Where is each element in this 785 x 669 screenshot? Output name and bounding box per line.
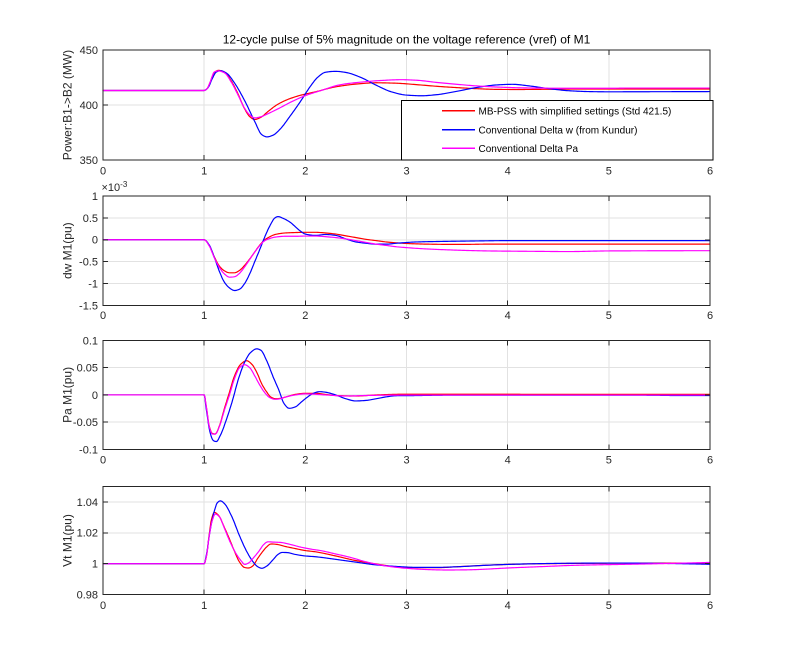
svg-text:450: 450 — [80, 45, 98, 57]
svg-text:4: 4 — [505, 165, 511, 177]
svg-text:0: 0 — [100, 310, 106, 322]
svg-text:4: 4 — [505, 455, 511, 467]
svg-text:12-cycle pulse of 5% magnitude: 12-cycle pulse of 5% magnitude on the vo… — [223, 33, 591, 47]
svg-text:2: 2 — [302, 600, 308, 612]
svg-text:3: 3 — [403, 600, 409, 612]
svg-text:2: 2 — [302, 455, 308, 467]
svg-text:1: 1 — [201, 455, 207, 467]
svg-text:Conventional Delta w (from Kun: Conventional Delta w (from Kundur) — [479, 125, 638, 136]
svg-text:5: 5 — [606, 455, 612, 467]
svg-text:3: 3 — [403, 455, 409, 467]
svg-text:-0.1: -0.1 — [79, 444, 98, 456]
svg-text:1.04: 1.04 — [77, 497, 98, 509]
svg-text:4: 4 — [505, 310, 511, 322]
svg-text:4: 4 — [505, 600, 511, 612]
svg-text:0.05: 0.05 — [77, 363, 98, 375]
svg-text:Power:B1->B2 (MW): Power:B1->B2 (MW) — [61, 50, 75, 160]
svg-text:0: 0 — [92, 235, 98, 247]
svg-text:0: 0 — [100, 600, 106, 612]
svg-text:1: 1 — [201, 165, 207, 177]
svg-text:5: 5 — [606, 600, 612, 612]
svg-text:0: 0 — [100, 455, 106, 467]
svg-text:1: 1 — [92, 191, 98, 203]
svg-text:-1.5: -1.5 — [79, 300, 98, 312]
svg-text:0.98: 0.98 — [77, 589, 98, 601]
svg-text:dw M1(pu): dw M1(pu) — [61, 222, 75, 279]
svg-text:-0.5: -0.5 — [79, 257, 98, 269]
svg-text:3: 3 — [403, 165, 409, 177]
svg-text:5: 5 — [606, 310, 612, 322]
svg-text:2: 2 — [302, 310, 308, 322]
svg-text:350: 350 — [80, 155, 98, 167]
svg-text:0.1: 0.1 — [83, 335, 98, 347]
svg-text:6: 6 — [707, 165, 713, 177]
svg-text:6: 6 — [707, 310, 713, 322]
svg-text:3: 3 — [403, 310, 409, 322]
svg-text:5: 5 — [606, 165, 612, 177]
svg-text:6: 6 — [707, 455, 713, 467]
svg-text:MB-PSS with simplified setting: MB-PSS with simplified settings (Std 421… — [479, 106, 672, 117]
svg-text:0.5: 0.5 — [83, 213, 98, 225]
svg-text:1: 1 — [92, 559, 98, 571]
svg-text:-0.05: -0.05 — [73, 417, 98, 429]
svg-text:6: 6 — [707, 600, 713, 612]
svg-text:Vt M1(pu): Vt M1(pu) — [61, 514, 75, 567]
svg-text:2: 2 — [302, 165, 308, 177]
svg-text:Conventional Delta Pa: Conventional Delta Pa — [479, 144, 579, 155]
svg-text:Pa M1(pu): Pa M1(pu) — [61, 367, 75, 423]
svg-text:1.02: 1.02 — [77, 528, 98, 540]
svg-text:400: 400 — [80, 100, 98, 112]
svg-text:0: 0 — [92, 390, 98, 402]
svg-text:1: 1 — [201, 310, 207, 322]
svg-text:0: 0 — [100, 165, 106, 177]
svg-text:-1: -1 — [88, 278, 98, 290]
svg-text:1: 1 — [201, 600, 207, 612]
